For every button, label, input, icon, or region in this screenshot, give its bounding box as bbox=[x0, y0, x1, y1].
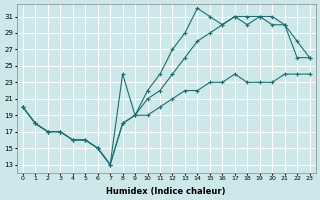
X-axis label: Humidex (Indice chaleur): Humidex (Indice chaleur) bbox=[107, 187, 226, 196]
